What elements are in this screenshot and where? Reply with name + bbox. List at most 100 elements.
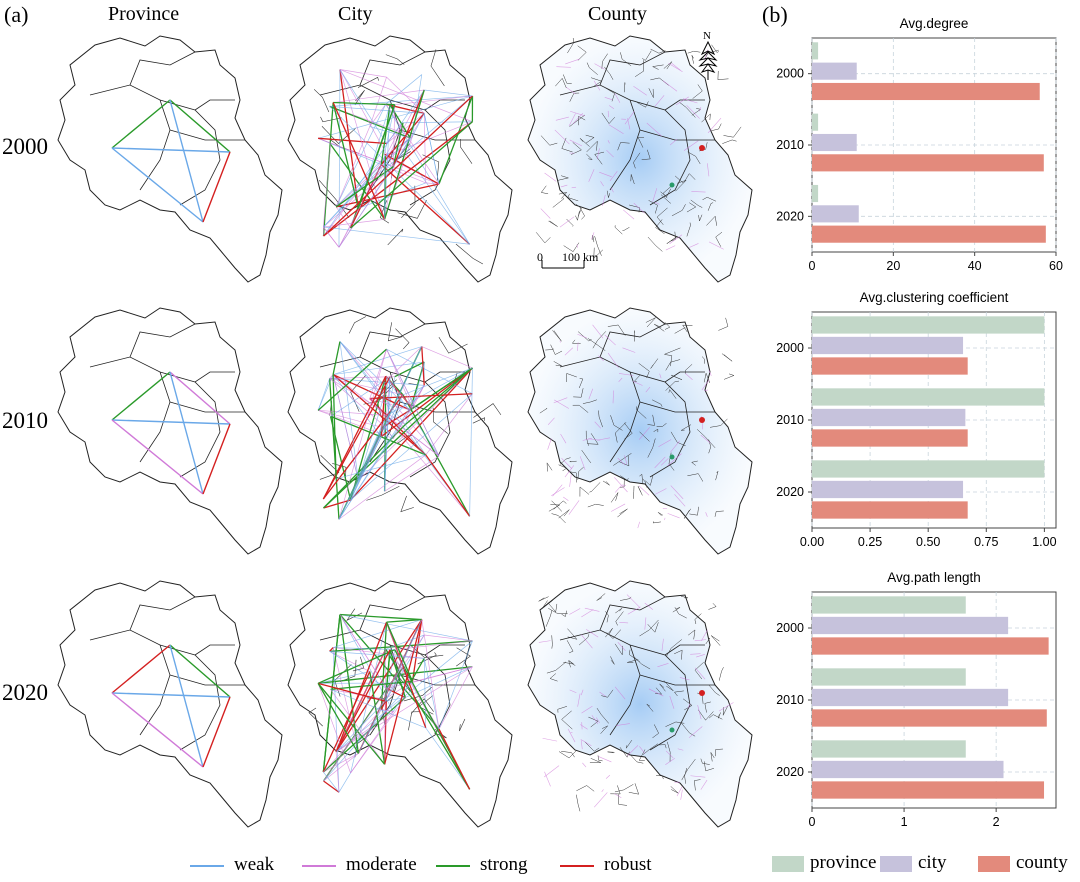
city-link	[386, 348, 440, 457]
bar-county-2010	[812, 709, 1047, 727]
map-legend-swatch-robust	[560, 865, 594, 867]
city-link	[423, 658, 440, 730]
city-link	[384, 385, 425, 427]
bar-legend-swatch-city	[880, 856, 912, 872]
bar-city-2010	[812, 408, 966, 427]
city-link	[369, 398, 470, 517]
x-tick-label: 2	[993, 815, 1000, 829]
city-link	[338, 349, 387, 520]
city-link	[339, 613, 422, 621]
city-link	[323, 681, 413, 782]
city-link	[380, 367, 473, 438]
city-link	[405, 666, 473, 698]
province-link	[202, 423, 231, 495]
city-link	[380, 622, 388, 710]
province-link	[169, 371, 204, 495]
province-link	[111, 147, 204, 223]
city-link	[380, 104, 391, 165]
province-link	[169, 644, 204, 768]
scale-zero: 0	[537, 250, 543, 264]
chart-title: Avg.degree	[900, 16, 969, 31]
city-link	[385, 621, 414, 682]
city-link	[318, 95, 473, 139]
bar-province-2020	[812, 740, 966, 758]
city-link	[322, 394, 404, 500]
city-link	[394, 640, 473, 651]
city-link	[423, 658, 427, 728]
city-link	[322, 614, 341, 773]
city-link	[335, 751, 340, 793]
city-link	[381, 709, 394, 712]
city-link	[383, 619, 423, 765]
city-link	[412, 367, 473, 409]
city-link	[338, 346, 423, 520]
bar-city-2010	[812, 133, 857, 152]
bar-chart-2: Avg.clustering coefficient 0.00 0.25 0.50 0.…	[776, 290, 1056, 549]
city-link	[335, 166, 394, 208]
city-link	[329, 95, 473, 107]
city-link	[317, 348, 387, 411]
city-link	[349, 376, 387, 501]
city-link	[339, 614, 387, 689]
city-link	[424, 89, 473, 97]
city-link	[317, 682, 386, 702]
map-county-2020	[527, 580, 753, 828]
city-link	[339, 614, 394, 712]
city-link	[317, 649, 396, 684]
bar-county-2000	[812, 637, 1049, 655]
map-city-2020	[287, 580, 513, 828]
city-link	[409, 658, 425, 684]
map-province-2020	[57, 580, 283, 828]
x-tick-label: 20	[886, 259, 900, 273]
column-header-county: County	[588, 3, 647, 25]
city-link	[323, 634, 425, 782]
city-link	[332, 374, 359, 481]
city-link	[411, 619, 423, 682]
x-tick-label: 0.25	[858, 535, 882, 549]
bar-legend-label-province: province	[810, 852, 877, 873]
city-link	[385, 74, 422, 105]
bar-county-2020	[812, 501, 968, 519]
city-link	[369, 393, 473, 400]
bar-city-2020	[812, 480, 964, 499]
city-link	[369, 77, 387, 127]
city-link	[329, 651, 387, 689]
map-province-2010	[57, 307, 283, 555]
year-label-2010: 2010	[2, 408, 48, 433]
year-label-2000: 2000	[2, 134, 48, 159]
y-tick-label: 2010	[776, 413, 804, 427]
city-link	[386, 113, 425, 144]
city-link	[385, 103, 440, 185]
city-link	[330, 689, 385, 765]
province-link	[111, 692, 204, 768]
bar-province-2020	[812, 184, 819, 203]
scale-distance: 100 km	[562, 250, 599, 264]
city-link	[438, 640, 473, 730]
city-link	[350, 367, 473, 501]
bar-province-2020	[812, 460, 1045, 478]
city-link	[333, 361, 425, 375]
city-link	[404, 367, 473, 426]
province-link	[169, 99, 204, 223]
city-link	[322, 375, 387, 500]
chart-title: Avg.path length	[887, 570, 981, 585]
bar-province-2000	[812, 42, 819, 60]
city-link	[385, 634, 425, 702]
city-link	[404, 424, 427, 456]
bar-city-2000	[812, 616, 1009, 635]
city-link	[438, 728, 471, 790]
bar-legend-swatch-province	[772, 856, 804, 872]
city-link	[425, 727, 470, 790]
city-link	[329, 378, 385, 427]
city-link	[333, 89, 425, 103]
y-tick-label: 2000	[776, 341, 804, 355]
city-link	[425, 182, 440, 185]
map-province-2000	[57, 35, 283, 283]
map-city-2000	[287, 35, 513, 283]
city-link	[318, 671, 370, 684]
city-link	[332, 102, 359, 209]
north-arrow-icon	[698, 40, 718, 80]
city-link	[328, 378, 340, 520]
city-link	[333, 346, 422, 375]
city-link	[369, 349, 387, 399]
